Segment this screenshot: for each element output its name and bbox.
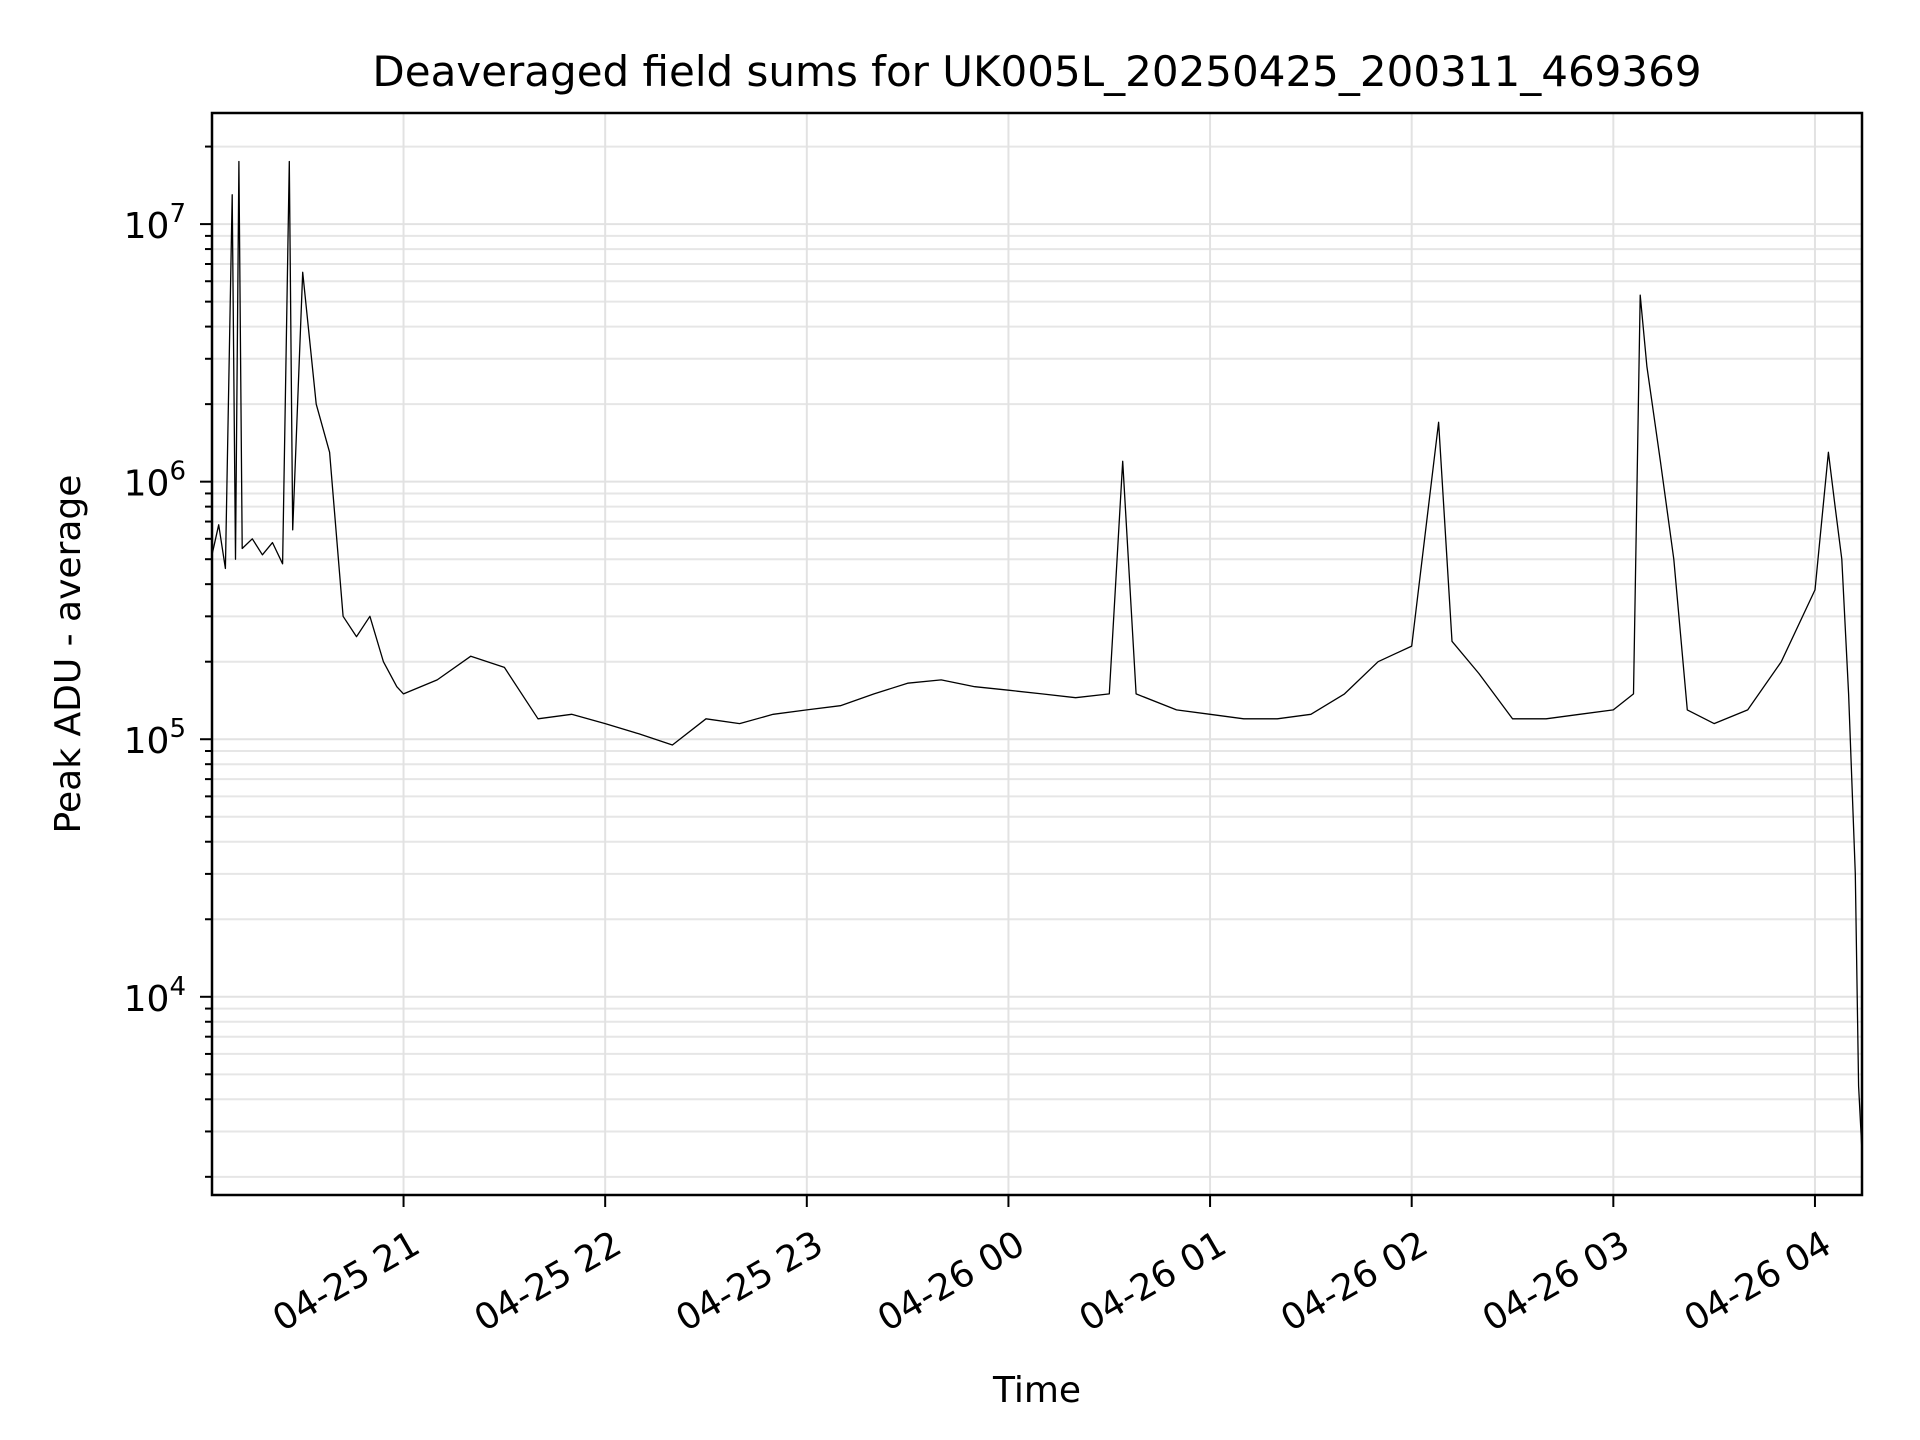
y-tick-label: 105	[124, 714, 186, 762]
grid	[212, 113, 1862, 1195]
y-tick-label: 107	[124, 199, 186, 247]
plot-frame	[210, 111, 1864, 1197]
y-tick-label: 106	[124, 457, 186, 505]
x-tick-label: 04-25 21	[266, 1223, 427, 1339]
x-tick-label: 04-26 04	[1678, 1223, 1839, 1339]
x-tick-label: 04-25 23	[669, 1223, 830, 1339]
series-layer	[211, 160, 1863, 1152]
x-tick-label: 04-26 01	[1073, 1223, 1234, 1339]
x-tick-label: 04-26 03	[1476, 1223, 1637, 1339]
ticks: 04-25 21 04-25 22 04-25 23 04-26 00 04-26 01…	[124, 145, 1839, 1340]
x-axis-label: Time	[992, 1370, 1081, 1411]
x-tick-label: 04-25 22	[468, 1223, 629, 1339]
x-tick-label: 04-26 02	[1274, 1223, 1435, 1339]
y-tick-label: 104	[124, 972, 186, 1020]
series-line	[211, 160, 1863, 1152]
chart-title: Deaveraged field sums for UK005L_2025042…	[372, 47, 1701, 96]
y-axis-label: Peak ADU - average	[48, 475, 89, 834]
x-tick-label: 04-26 00	[871, 1223, 1032, 1339]
